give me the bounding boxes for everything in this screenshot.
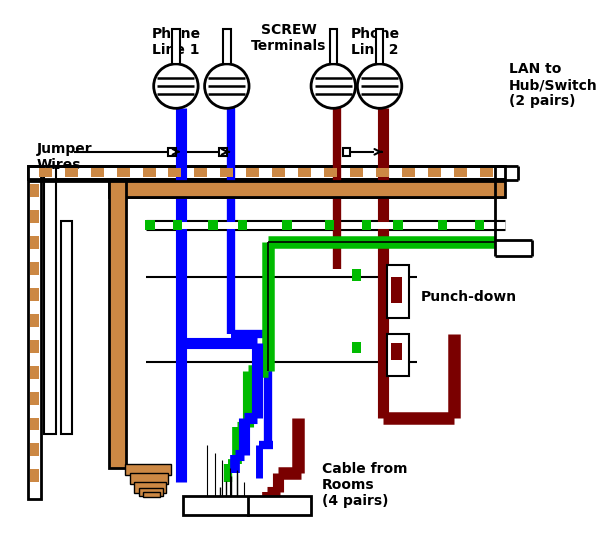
Bar [110,180,126,468]
Bar [30,444,39,456]
Bar [30,469,39,482]
Bar [438,220,447,230]
Bar [30,314,39,327]
Bar [91,168,103,177]
Text: Phone
Line 1: Phone Line 1 [151,27,200,57]
Bar [30,366,39,379]
Bar [298,168,311,177]
Bar [28,166,41,499]
Bar [30,391,39,404]
Text: Jumper
Wires: Jumper Wires [37,142,93,172]
Bar [376,168,389,177]
Circle shape [311,64,356,108]
Bar [65,168,78,177]
Bar [428,168,440,177]
Bar [30,288,39,301]
Bar [134,482,166,494]
Bar [391,277,402,303]
Bar [283,220,292,230]
Bar [139,488,163,496]
Text: LAN to
Hub/Switch
(2 pairs): LAN to Hub/Switch (2 pairs) [509,62,598,108]
Bar [324,168,337,177]
Circle shape [358,64,402,108]
Bar [238,220,247,230]
Bar [117,168,129,177]
Bar [352,342,361,353]
Bar [194,168,208,177]
Bar [362,220,371,230]
Text: Punch-down: Punch-down [421,290,517,304]
Bar [350,168,363,177]
Bar [143,168,155,177]
Bar [387,334,409,376]
Bar [28,166,505,179]
Circle shape [204,64,249,108]
Bar [110,180,505,197]
Bar [30,340,39,353]
Bar [272,168,285,177]
Bar [246,168,259,177]
Bar [391,344,402,360]
Bar [30,184,39,197]
Bar [325,220,334,230]
Bar [44,166,56,434]
Bar [30,236,39,249]
Bar [169,148,176,156]
Text: SCREW
Terminals: SCREW Terminals [251,23,327,53]
Bar [480,168,492,177]
Bar [475,220,484,230]
Bar [376,28,384,64]
Bar [143,491,160,497]
Bar [39,168,52,177]
Text: Cable from
Rooms
(4 pairs): Cable from Rooms (4 pairs) [322,462,408,509]
Bar [220,168,234,177]
Bar [61,221,72,434]
Bar [145,220,155,230]
Bar [223,28,231,64]
Bar [30,262,39,275]
Bar [30,210,39,223]
Bar [330,28,337,64]
Bar [220,148,227,156]
Bar [393,220,403,230]
Bar [129,473,169,484]
Bar [454,168,466,177]
Bar [172,28,180,64]
Bar [352,270,361,280]
Bar [169,168,182,177]
Text: Phone
Line 2: Phone Line 2 [350,27,399,57]
Bar [173,220,182,230]
Bar [30,418,39,431]
Bar [342,148,350,156]
Bar [208,220,218,230]
Bar [387,265,409,318]
Bar [125,464,171,475]
Bar [402,168,415,177]
Circle shape [154,64,198,108]
Bar [183,496,311,515]
